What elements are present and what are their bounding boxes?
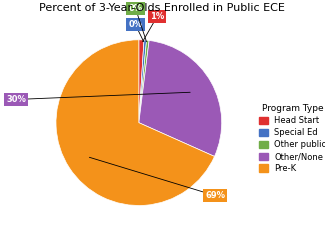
- Wedge shape: [139, 41, 222, 156]
- Wedge shape: [56, 40, 215, 205]
- Wedge shape: [139, 40, 149, 123]
- Legend: Head Start, Special Ed, Other public, Other/None, Pre-K: Head Start, Special Ed, Other public, Ot…: [257, 102, 325, 176]
- Wedge shape: [139, 40, 147, 123]
- Text: 1%: 1%: [150, 12, 164, 21]
- Text: 69%: 69%: [205, 191, 225, 200]
- Text: 0%: 0%: [128, 4, 143, 13]
- Text: 0%: 0%: [128, 20, 143, 29]
- Text: Percent of 3-Year-Olds Enrolled in Public ECE: Percent of 3-Year-Olds Enrolled in Publi…: [39, 3, 285, 13]
- Text: 30%: 30%: [6, 95, 26, 104]
- Wedge shape: [139, 40, 144, 123]
